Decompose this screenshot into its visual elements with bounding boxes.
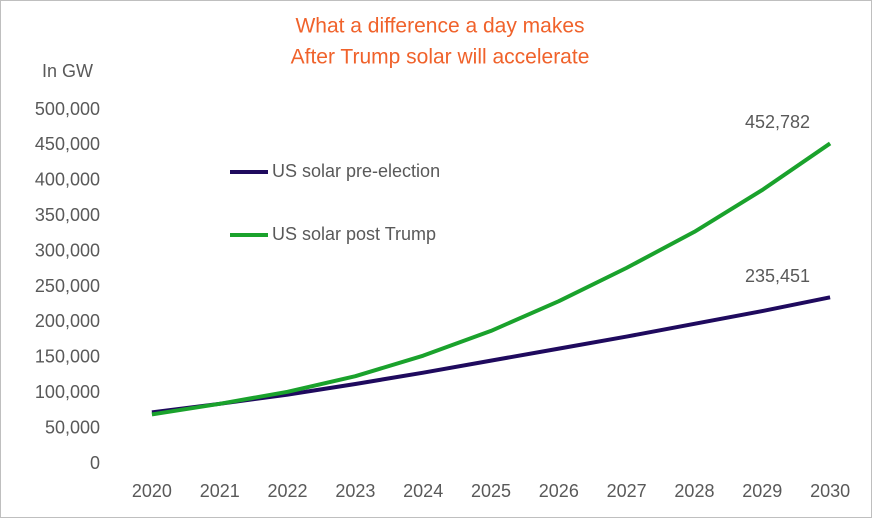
x-tick-label: 2027 — [607, 481, 647, 501]
y-tick-label: 350,000 — [35, 205, 100, 225]
y-tick-label: 100,000 — [35, 382, 100, 402]
chart-title: What a difference a day makes — [295, 15, 584, 38]
x-tick-label: 2025 — [471, 481, 511, 501]
x-tick-label: 2020 — [132, 481, 172, 501]
x-tick-label: 2029 — [742, 481, 782, 501]
y-tick-label: 450,000 — [35, 134, 100, 154]
y-tick-label: 150,000 — [35, 347, 100, 367]
legend-label: US solar post Trump — [272, 224, 436, 244]
y-tick-label: 500,000 — [35, 99, 100, 119]
y-axis-label: In GW — [42, 61, 93, 81]
x-tick-label: 2026 — [539, 481, 579, 501]
x-tick-label: 2023 — [335, 481, 375, 501]
chart-subtitle: After Trump solar will accelerate — [291, 46, 590, 69]
y-tick-label: 0 — [90, 453, 100, 473]
x-tick-label: 2030 — [810, 481, 850, 501]
data-label: 235,451 — [745, 266, 810, 286]
y-tick-label: 50,000 — [45, 417, 100, 437]
series-line — [151, 141, 832, 417]
x-tick-label: 2028 — [674, 481, 714, 501]
y-tick-label: 200,000 — [35, 311, 100, 331]
y-tick-label: 300,000 — [35, 240, 100, 260]
data-label: 452,782 — [745, 112, 810, 132]
x-tick-label: 2021 — [200, 481, 240, 501]
legend-label: US solar pre-election — [272, 161, 440, 181]
y-tick-label: 400,000 — [35, 170, 100, 190]
x-tick-label: 2024 — [403, 481, 443, 501]
y-tick-label: 250,000 — [35, 276, 100, 296]
x-tick-label: 2022 — [268, 481, 308, 501]
